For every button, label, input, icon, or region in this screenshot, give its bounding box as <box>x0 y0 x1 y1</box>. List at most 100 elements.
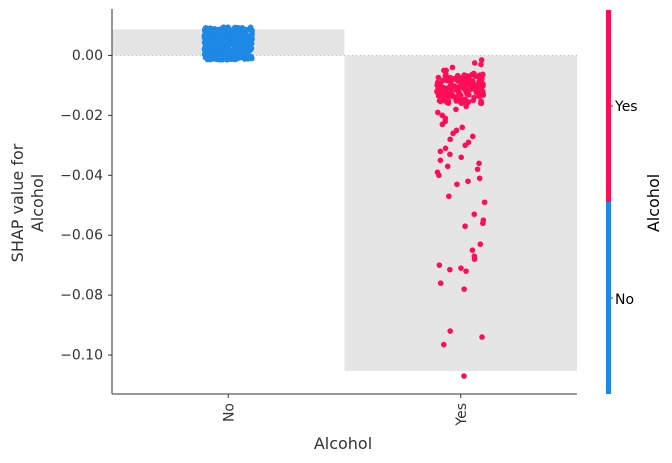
point-yes <box>454 96 460 103</box>
y-tick-label: −0.08 <box>60 288 103 304</box>
point-no <box>233 50 239 57</box>
point-no <box>215 51 222 58</box>
x-tick-label: Yes <box>454 403 470 427</box>
point-yes <box>478 100 485 107</box>
background-bar-yes <box>344 55 577 371</box>
scatter-points <box>201 24 488 379</box>
point-yes <box>461 286 467 292</box>
point-no <box>221 45 228 51</box>
point-yes <box>453 76 460 83</box>
point-no <box>201 27 208 34</box>
point-yes <box>474 166 481 173</box>
point-yes <box>445 100 452 106</box>
point-yes <box>465 178 471 185</box>
point-no <box>237 47 243 54</box>
point-yes <box>447 328 453 334</box>
point-yes <box>453 106 459 113</box>
colorbar-label-yes: Yes <box>614 99 638 115</box>
point-yes <box>477 241 484 247</box>
point-yes <box>458 154 465 161</box>
point-yes <box>462 142 468 149</box>
point-yes <box>440 84 447 91</box>
point-yes <box>444 163 451 170</box>
point-yes <box>478 61 484 68</box>
point-yes <box>479 334 485 340</box>
point-no <box>203 51 210 57</box>
point-yes <box>457 92 464 99</box>
point-yes <box>447 136 453 143</box>
y-tick-label: −0.02 <box>60 108 103 124</box>
point-yes <box>469 133 476 140</box>
point-yes <box>479 88 485 94</box>
x-tick-label: No <box>221 403 237 422</box>
point-yes <box>447 266 453 273</box>
point-yes <box>472 73 478 79</box>
point-yes <box>480 220 486 227</box>
point-yes <box>436 262 443 268</box>
point-yes <box>437 148 444 155</box>
point-yes <box>454 181 460 188</box>
axes <box>111 9 577 395</box>
point-yes <box>469 247 476 253</box>
point-yes <box>442 145 449 152</box>
point-yes <box>440 341 447 348</box>
point-yes <box>436 172 442 179</box>
point-no <box>225 29 231 35</box>
point-yes <box>473 84 479 91</box>
point-yes <box>437 280 444 286</box>
point-no <box>220 24 226 31</box>
y-tick-label: −0.06 <box>60 228 103 244</box>
point-yes <box>463 268 469 274</box>
point-no <box>216 42 222 48</box>
point-yes <box>435 74 442 81</box>
point-yes <box>459 83 466 90</box>
colorbar-segment-yes <box>606 10 611 202</box>
point-no <box>213 34 219 41</box>
point-yes <box>471 256 478 262</box>
colorbar-label-no: No <box>615 292 634 308</box>
point-yes <box>449 64 456 71</box>
point-yes <box>447 74 454 81</box>
point-yes <box>447 82 454 89</box>
point-yes <box>458 100 465 107</box>
point-no <box>232 44 239 51</box>
point-yes <box>445 193 452 200</box>
point-yes <box>449 91 456 98</box>
point-yes <box>464 100 470 106</box>
point-no <box>203 41 210 48</box>
point-yes <box>435 89 441 96</box>
y-tick-label: −0.10 <box>60 348 103 364</box>
point-yes <box>470 97 476 104</box>
point-yes <box>445 93 451 100</box>
colorbar-title: Alcohol <box>644 174 663 232</box>
point-no <box>214 46 221 53</box>
y-axis-ticks: 0.00 −0.02 −0.04 −0.06 −0.08 −0.10 <box>60 48 112 364</box>
point-yes <box>477 82 484 88</box>
point-yes <box>450 130 456 137</box>
x-axis-ticks: No Yes <box>221 394 470 427</box>
point-yes <box>481 199 488 206</box>
point-yes <box>434 109 441 116</box>
point-yes <box>466 86 473 93</box>
colorbar-segment-no <box>606 202 611 394</box>
point-yes <box>458 265 464 271</box>
point-no <box>239 53 246 60</box>
colorbar: Yes No Alcohol <box>606 10 663 394</box>
point-no <box>244 35 251 41</box>
point-yes <box>471 211 478 218</box>
y-axis-label-line-1: SHAP value for <box>8 143 27 262</box>
point-yes <box>463 76 470 83</box>
point-yes <box>462 223 468 230</box>
point-yes <box>437 157 444 164</box>
x-axis-label: Alcohol <box>314 434 372 453</box>
point-no <box>236 28 243 34</box>
point-no <box>241 27 248 33</box>
point-yes <box>437 81 444 87</box>
point-no <box>241 40 248 46</box>
point-no <box>211 28 217 35</box>
point-yes <box>478 57 485 63</box>
point-yes <box>442 72 449 79</box>
point-yes <box>479 71 486 78</box>
point-yes <box>476 93 482 99</box>
